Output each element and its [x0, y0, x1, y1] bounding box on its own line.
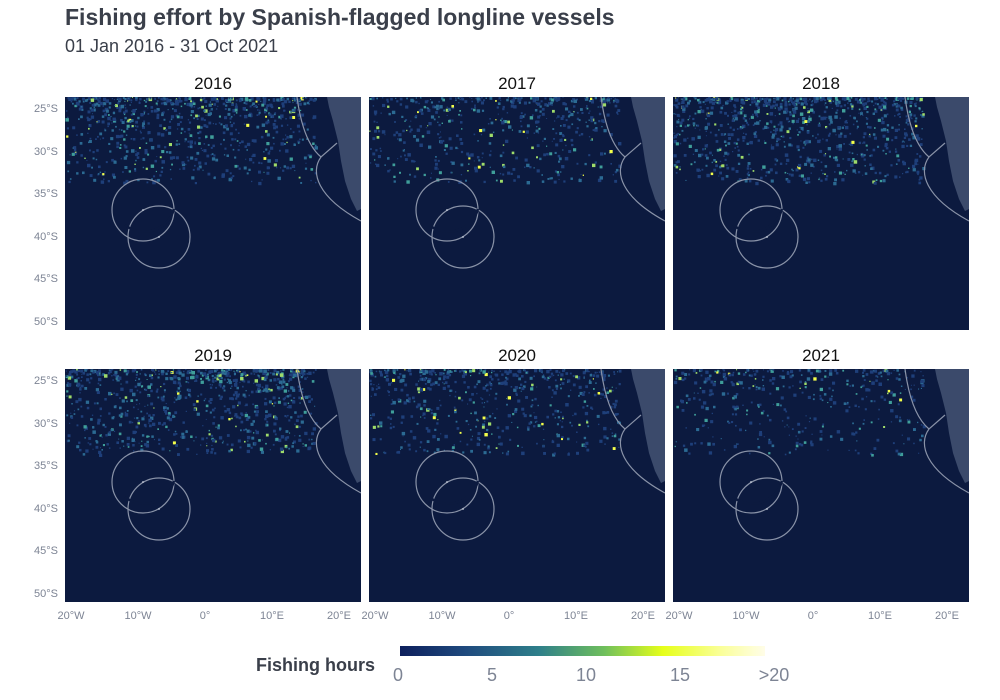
map-svg-2021 [673, 369, 969, 541]
y-axis-label: 35°S [34, 460, 58, 472]
x-axis-label: 0° [503, 610, 515, 622]
eez-boundary-island-south [127, 205, 191, 269]
eez-merge-mask [732, 208, 784, 233]
eez-boundary-namibia [904, 97, 946, 158]
y-axis-label: 25°S [34, 375, 58, 387]
x-axis-label: 10°E [260, 610, 284, 622]
eez-boundary-island-south [735, 477, 799, 541]
eez-boundary-south-africa [923, 428, 969, 494]
eez-boundary-namibia [600, 369, 642, 430]
map-panel-2016 [65, 97, 361, 330]
eez-boundary-south-africa [315, 156, 361, 222]
legend-tick-label: 5 [486, 665, 497, 685]
map-panel-2018 [673, 97, 969, 330]
fishing-effort-cells [369, 369, 622, 457]
legend-tick-label: 0 [392, 665, 403, 685]
map-panel-2020 [369, 369, 665, 602]
y-axis-label: 30°S [34, 145, 58, 158]
x-axis-label: 0° [807, 610, 819, 622]
land-africa [631, 97, 665, 211]
eez-merge-mask [428, 208, 480, 233]
y-axis-label: 50°S [34, 315, 58, 328]
eez-merge-mask [124, 480, 176, 505]
x-axis-label: 20°E [631, 610, 655, 622]
chart-subtitle: 01 Jan 2016 - 31 Oct 2021 [65, 36, 279, 56]
land-africa [631, 369, 665, 483]
x-axis-label: 10°E [868, 610, 892, 622]
y-axis-label: 30°S [34, 417, 58, 430]
land-africa [935, 369, 969, 483]
legend-colorbar [400, 646, 765, 656]
x-axis-label: 0° [199, 610, 211, 622]
fishing-effort-cells [369, 97, 622, 185]
y-axis-label: 45°S [34, 273, 58, 285]
eez-merge-mask [124, 208, 176, 233]
x-axis-label: 20°W [361, 610, 389, 622]
x-axis-label: 20°E [935, 610, 959, 622]
eez-boundary-south-africa [315, 428, 361, 494]
y-axis-label: 40°S [34, 230, 58, 243]
eez-merge-mask [732, 480, 784, 505]
x-axis-label: 10°E [564, 610, 588, 622]
panel-title-2021: 2021 [802, 346, 840, 365]
map-svg-2018 [673, 97, 969, 269]
eez-merge-mask [428, 480, 480, 505]
eez-boundary-namibia [296, 97, 338, 158]
panel-title-2016: 2016 [194, 74, 232, 93]
land-africa [935, 97, 969, 211]
fishing-effort-cells [673, 97, 926, 186]
eez-boundary-south-africa [923, 156, 969, 222]
panel-title-2020: 2020 [498, 346, 536, 365]
y-axis-label: 50°S [34, 587, 58, 600]
land-africa [327, 97, 361, 211]
x-axis-label: 20°E [327, 610, 351, 622]
map-svg-2017 [369, 97, 665, 269]
map-panel-2019 [65, 369, 361, 602]
legend-title: Fishing hours [256, 655, 375, 675]
panel-title-2017: 2017 [498, 74, 536, 93]
eez-boundary-island-south [431, 477, 495, 541]
x-axis-label: 10°W [428, 610, 456, 622]
fishing-effort-cells [65, 97, 318, 186]
map-svg-2019 [65, 369, 361, 541]
map-panel-2021 [673, 369, 969, 602]
map-svg-2016 [65, 97, 361, 269]
y-axis-label: 45°S [34, 545, 58, 557]
eez-boundary-namibia [904, 369, 946, 430]
legend-tick-label: >20 [758, 665, 790, 685]
y-axis-label: 35°S [34, 188, 58, 200]
panel-title-2019: 2019 [194, 346, 232, 365]
fishing-effort-cells [65, 369, 318, 457]
y-axis-label: 25°S [34, 103, 58, 115]
fishing-effort-cells [673, 369, 926, 457]
eez-boundary-island-south [127, 477, 191, 541]
eez-boundary-namibia [600, 97, 642, 158]
eez-boundary-island-south [735, 205, 799, 269]
legend-tick-label: 15 [669, 665, 691, 685]
map-panel-2017 [369, 97, 665, 330]
land-africa [327, 369, 361, 483]
x-axis-label: 10°W [732, 610, 760, 622]
chart-title: Fishing effort by Spanish-flagged longli… [65, 4, 615, 30]
eez-boundary-south-africa [619, 428, 665, 494]
eez-boundary-south-africa [619, 156, 665, 222]
map-svg-2020 [369, 369, 665, 541]
x-axis-label: 20°W [665, 610, 693, 622]
eez-boundary-island-south [431, 205, 495, 269]
legend-tick-label: 10 [575, 665, 597, 685]
y-axis-label: 40°S [34, 502, 58, 515]
eez-boundary-namibia [296, 369, 338, 430]
panel-title-2018: 2018 [802, 74, 840, 93]
x-axis-label: 10°W [124, 610, 152, 622]
x-axis-label: 20°W [57, 610, 85, 622]
